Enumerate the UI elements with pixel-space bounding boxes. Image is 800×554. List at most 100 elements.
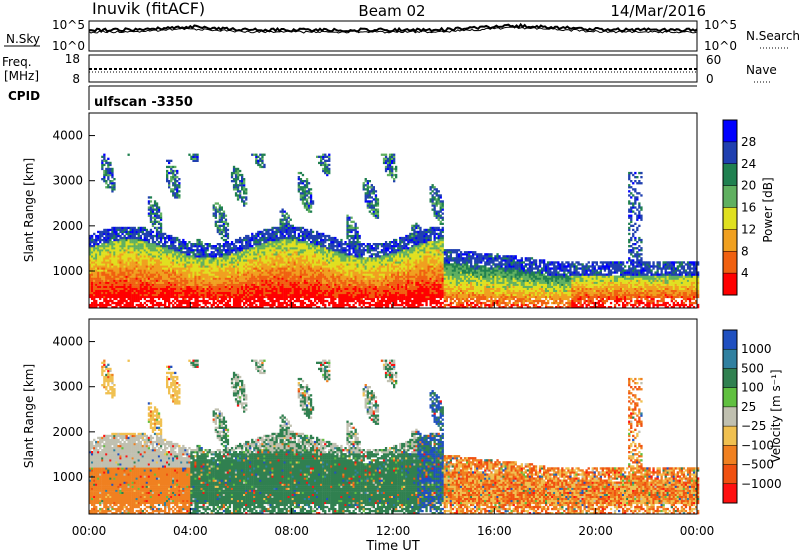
power-cell	[316, 291, 319, 295]
power-cell	[340, 255, 343, 258]
power-cell	[127, 291, 130, 295]
power-cell	[153, 200, 157, 203]
power-cell	[149, 277, 153, 280]
power-cell	[259, 238, 262, 242]
power-cell	[153, 281, 157, 284]
power-cell	[129, 234, 132, 238]
power-cell	[275, 265, 278, 268]
power-cell	[151, 210, 155, 213]
power-cell	[247, 263, 250, 266]
power-cell	[267, 245, 270, 248]
power-cell	[307, 247, 311, 250]
power-cell	[196, 153, 199, 156]
power-cell	[145, 293, 148, 297]
power-cell	[239, 303, 242, 307]
power-cell	[137, 238, 140, 242]
power-cell	[271, 267, 274, 270]
power-cell	[269, 275, 272, 278]
power-cell	[172, 190, 175, 193]
power-cell	[159, 275, 163, 278]
power-cell	[236, 186, 240, 189]
power-cell	[328, 245, 331, 248]
power-cell	[216, 224, 219, 227]
power-cell	[133, 289, 136, 292]
power-cell	[328, 273, 331, 276]
power-cell	[200, 306, 203, 309]
power-cell	[178, 253, 181, 256]
power-cell	[305, 259, 309, 262]
power-cell	[303, 202, 307, 205]
power-cell	[330, 269, 333, 272]
power-cell	[162, 259, 165, 262]
power-cell	[107, 265, 110, 268]
power-cell	[263, 269, 266, 272]
power-cell	[125, 283, 128, 286]
power-cell	[214, 271, 217, 274]
power-cell	[243, 275, 246, 278]
power-cell	[103, 155, 106, 158]
power-cell	[247, 285, 250, 288]
power-cell	[194, 157, 197, 160]
power-cell	[145, 230, 148, 234]
power-cell	[212, 267, 215, 270]
power-cell	[151, 285, 155, 288]
power-cell	[226, 283, 230, 286]
power-cell	[239, 275, 242, 278]
power-cell	[309, 265, 313, 268]
power-cell	[259, 265, 262, 268]
power-cell	[316, 230, 319, 234]
power-cell	[107, 299, 110, 303]
power-cell	[200, 277, 203, 280]
power-cell	[340, 241, 343, 244]
power-cell	[307, 249, 311, 252]
power-cell	[320, 295, 323, 299]
power-cell	[184, 281, 187, 284]
power-cell	[204, 265, 207, 268]
power-cell	[111, 188, 114, 191]
power-cell	[267, 283, 270, 286]
power-cell	[344, 283, 347, 286]
power-cell	[89, 295, 92, 299]
power-cell	[307, 210, 311, 213]
power-cell	[236, 306, 240, 309]
power-cell	[133, 261, 136, 264]
power-cell	[220, 212, 223, 215]
power-cell	[170, 245, 173, 248]
power-cell	[332, 251, 335, 254]
power-cell	[344, 275, 347, 278]
power-cell	[143, 243, 146, 246]
power-cell	[230, 289, 234, 292]
power-cell	[230, 253, 234, 256]
power-cell	[311, 230, 315, 234]
power-cell	[190, 251, 193, 254]
power-cell	[119, 245, 122, 248]
power-cell	[320, 251, 323, 254]
power-cell	[178, 293, 181, 297]
power-cell	[309, 247, 313, 250]
power-cell	[303, 291, 307, 295]
power-cell	[133, 253, 136, 256]
power-cell	[214, 269, 217, 272]
power-cell	[99, 287, 102, 290]
power-cell	[326, 173, 329, 177]
power-cell	[297, 184, 300, 187]
power-cell	[174, 285, 177, 288]
power-cell	[253, 234, 256, 238]
power-cell	[153, 273, 157, 276]
power-cell	[164, 265, 167, 268]
power-cell	[336, 269, 339, 272]
power-cell	[186, 291, 189, 295]
power-cell	[202, 257, 205, 260]
power-cell	[159, 238, 163, 242]
power-cell	[147, 243, 151, 246]
power-cell	[174, 176, 177, 179]
power-cell	[103, 251, 106, 254]
power-cell	[318, 259, 321, 262]
power-cell	[143, 253, 146, 256]
power-cell	[259, 267, 262, 270]
power-cell	[253, 275, 256, 278]
power-cell	[121, 228, 124, 232]
power-cell	[297, 190, 300, 193]
power-cell	[342, 273, 345, 276]
power-cell	[162, 249, 165, 252]
